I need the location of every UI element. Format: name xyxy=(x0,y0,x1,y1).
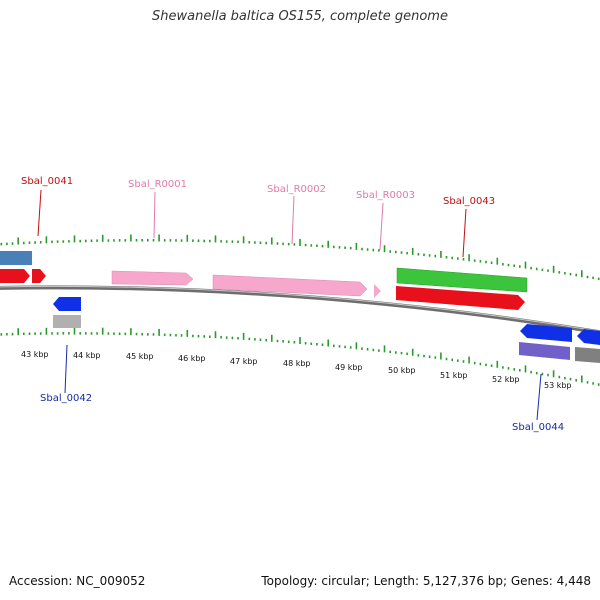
gene-steelblue-left[interactable] xyxy=(0,251,32,265)
gene-sbal-0043-green[interactable] xyxy=(396,267,528,293)
gene-sbal-0043[interactable] xyxy=(396,286,525,310)
gene-red-left[interactable] xyxy=(0,269,30,283)
scale-label: 44 kbp xyxy=(73,351,101,360)
scale-label: 52 kbp xyxy=(492,375,520,384)
leader-sbal-0041 xyxy=(37,189,42,237)
scale-label: 43 kbp xyxy=(21,350,49,359)
page-title: Shewanella baltica OS155, complete genom… xyxy=(152,9,448,24)
leader-sbal-r0002 xyxy=(291,195,295,245)
gene-gray-right[interactable] xyxy=(575,347,600,363)
scale-label: 53 kbp xyxy=(544,381,572,390)
gene-sbal-0042[interactable] xyxy=(53,297,81,311)
label-sbal-0041: Sbal_0041 xyxy=(21,176,73,187)
scale-label: 48 kbp xyxy=(283,359,311,368)
scale-label: 47 kbp xyxy=(230,357,258,366)
gene-gray-left[interactable] xyxy=(53,315,81,328)
genome-backbone xyxy=(0,285,600,335)
inner-tick-track xyxy=(0,327,600,386)
leader-sbal-r0001 xyxy=(153,191,156,239)
label-sbal-0043: Sbal_0043 xyxy=(443,196,495,207)
label-sbal-r0003: Sbal_R0003 xyxy=(356,190,415,201)
accession-text: Accession: NC_009052 xyxy=(9,574,146,588)
gene-sbal-r0002[interactable] xyxy=(212,274,368,297)
genome-backbone-highlight xyxy=(0,285,600,332)
leader-sbal-0043 xyxy=(462,208,467,258)
gene-sbal-r0001[interactable] xyxy=(111,270,194,286)
leader-sbal-r0003 xyxy=(379,202,384,251)
scale-label: 51 kbp xyxy=(440,371,468,380)
gene-red-small[interactable] xyxy=(32,269,46,283)
gene-blue-right[interactable] xyxy=(577,329,600,345)
label-sbal-0042: Sbal_0042 xyxy=(40,393,92,404)
gene-sbal-0044[interactable] xyxy=(520,324,572,342)
scale-label: 45 kbp xyxy=(126,352,154,361)
scale-label: 50 kbp xyxy=(388,366,416,375)
scale-label: 49 kbp xyxy=(335,363,363,372)
label-sbal-0044: Sbal_0044 xyxy=(512,422,564,433)
label-sbal-r0001: Sbal_R0001 xyxy=(128,179,187,190)
genome-summary: Topology: circular; Length: 5,127,376 bp… xyxy=(261,574,591,588)
scale-label: 46 kbp xyxy=(178,354,206,363)
scale-labels: 43 kbp 44 kbp 45 kbp 46 kbp 47 kbp 48 kb… xyxy=(21,350,572,390)
label-sbal-r0002: Sbal_R0002 xyxy=(267,184,326,195)
gene-sbal-r0003[interactable] xyxy=(374,284,381,298)
gene-purple[interactable] xyxy=(519,342,570,360)
leader-sbal-0044 xyxy=(536,373,542,421)
outer-tick-track xyxy=(0,234,600,281)
leader-sbal-0042 xyxy=(64,344,68,394)
